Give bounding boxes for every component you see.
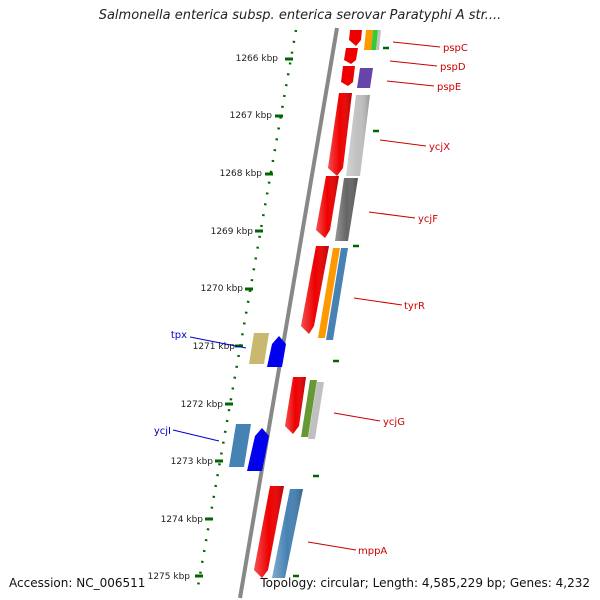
- gene-labels-left: tpx ycjI: [154, 330, 247, 442]
- gene-block: [371, 30, 378, 50]
- gene-label[interactable]: tpx: [171, 330, 187, 341]
- gene-block: [308, 382, 324, 439]
- feature-shading: [254, 93, 370, 578]
- gene-block: [267, 336, 286, 367]
- ruler-tick-label: 1269 kbp: [211, 227, 254, 237]
- genome-title: Salmonella enterica subsp. enterica sero…: [98, 8, 502, 23]
- gene-block: [349, 30, 362, 46]
- gene-label[interactable]: mppA: [358, 546, 387, 557]
- gene-label[interactable]: pspE: [437, 82, 461, 93]
- gene-block: [376, 30, 381, 50]
- topology-text: Topology: circular; Length: 4,585,229 bp…: [260, 576, 590, 590]
- gene-block: [344, 48, 358, 64]
- gene-block: [326, 248, 348, 340]
- ruler-tick-label: 1275 kbp: [148, 572, 191, 582]
- gene-block: [301, 380, 317, 437]
- ruler-tick-label: 1272 kbp: [181, 400, 224, 410]
- gene-block: [357, 68, 373, 88]
- gene-label[interactable]: ycjF: [418, 214, 438, 225]
- gene-block: [364, 30, 373, 50]
- ruler-tick-label: 1267 kbp: [230, 111, 273, 121]
- gene-label[interactable]: ycjG: [383, 417, 405, 428]
- gene-label[interactable]: ycjX: [429, 142, 450, 153]
- gene-block: [247, 428, 269, 471]
- ruler-ticks: 1266 kbp 1267 kbp 1268 kbp 1269 kbp 1270…: [148, 54, 293, 582]
- gene-label[interactable]: pspD: [440, 62, 466, 73]
- ruler-tick-label: 1270 kbp: [201, 284, 244, 294]
- gene-block: [249, 333, 269, 364]
- ruler-tick-label: 1271 kbp: [193, 342, 236, 352]
- gene-label[interactable]: ycjI: [154, 426, 171, 437]
- gene-label[interactable]: tyrR: [404, 301, 425, 312]
- ruler-tick-label: 1273 kbp: [171, 457, 214, 467]
- gene-labels-right: pspC pspD pspE ycjX ycjF tyrR ycjG mppA: [307, 41, 468, 557]
- gene-block: [318, 248, 340, 338]
- gene-label[interactable]: pspC: [443, 43, 468, 54]
- ruler-tick-label: 1274 kbp: [161, 515, 204, 525]
- feature-track-ticks: [293, 46, 389, 578]
- accession-text: Accession: NC_006511: [9, 576, 146, 590]
- gene-block: [229, 424, 251, 467]
- ruler-tick-label: 1266 kbp: [236, 54, 279, 64]
- backbone-line: [238, 27, 339, 599]
- ruler-tick-label: 1268 kbp: [220, 169, 263, 179]
- gene-block: [341, 66, 355, 86]
